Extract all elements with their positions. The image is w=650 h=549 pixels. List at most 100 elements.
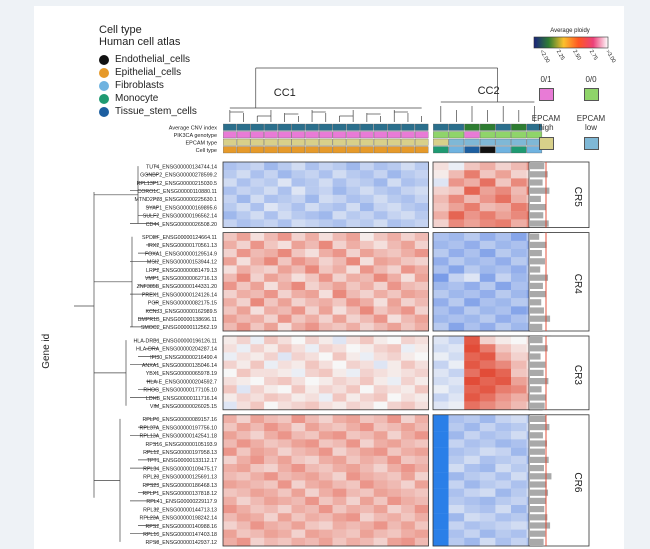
heatmap-cell (414, 513, 429, 522)
annotation-cell (414, 131, 429, 139)
annotation-cell (223, 138, 237, 146)
annotation-cell (401, 131, 415, 139)
heatmap-cell (305, 281, 320, 291)
annotation-cell (387, 131, 401, 139)
heatmap-cell (236, 162, 251, 171)
heatmap-cell (236, 240, 251, 250)
legend-label: Epithelial_cells (115, 67, 182, 78)
heatmap-cell (511, 480, 527, 489)
heatmap-cell (401, 322, 415, 332)
heatmap-cell (511, 203, 527, 212)
heatmap-cell (387, 423, 402, 432)
annotation-cell (414, 146, 429, 154)
heatmap-cell (387, 298, 402, 307)
heatmap-cell (318, 194, 333, 204)
heatmap-cell (291, 306, 306, 315)
heatmap-cell (387, 203, 402, 212)
heatmap-cell (414, 249, 429, 258)
heatmap-cell (464, 431, 480, 440)
heatmap-cell (511, 488, 527, 497)
heatmap-cell (236, 306, 251, 315)
heatmap-cell (387, 360, 402, 369)
annotation-label: PIK3CA genotype (174, 133, 217, 139)
gene-label: PREX1_ENSG00000124126.14 (142, 292, 217, 298)
heatmap-cell (401, 439, 415, 448)
gene-label: ANXA1_ENSG00000135046.14 (142, 363, 217, 369)
heatmap-cell (360, 472, 374, 481)
heatmap-cell (346, 472, 361, 481)
row-bar (529, 315, 551, 322)
annotation-cell (495, 146, 511, 154)
heatmap-cell (332, 401, 347, 410)
row-cluster-label: CR4 (572, 274, 583, 294)
heatmap-cell (373, 232, 388, 241)
heatmap-cell (401, 240, 415, 250)
heatmap-cell (479, 257, 496, 266)
heatmap-cell (414, 368, 429, 378)
heatmap-cell (318, 336, 333, 345)
heatmap-cell (448, 480, 465, 489)
annotation-cell (346, 123, 360, 131)
heatmap-cell (448, 505, 465, 514)
heatmap-cell (291, 265, 306, 274)
heatmap-cell (433, 431, 449, 440)
heatmap-cell (250, 513, 265, 522)
heatmap-cell (401, 393, 415, 402)
heatmap-cell (236, 211, 251, 220)
heatmap-cell (401, 298, 415, 307)
heatmap-cell (448, 314, 465, 323)
heatmap-cell (373, 513, 388, 522)
heatmap-cell (305, 472, 320, 481)
heatmap-cell (250, 401, 265, 410)
heatmap-cell (250, 170, 265, 179)
heatmap-cell (223, 336, 237, 345)
heatmap-cell (433, 257, 449, 266)
heatmap-cell (495, 344, 512, 353)
heatmap-cell (332, 513, 347, 522)
heatmap-cell (387, 240, 402, 250)
heatmap-cell (318, 290, 333, 299)
heatmap-cell (464, 257, 480, 266)
annotation-cell (236, 146, 251, 154)
heatmap-cell (223, 393, 237, 402)
row-bar (529, 163, 545, 170)
heatmap-cell (236, 521, 251, 530)
gene-label: CD44_ENSG00000026508.20 (146, 222, 217, 228)
heatmap-cell (464, 178, 480, 187)
heatmap-cell (373, 537, 388, 547)
heatmap-cell (264, 513, 278, 522)
heatmap-cell (346, 232, 361, 241)
heatmap-cell (433, 472, 449, 481)
annotation-cell (360, 146, 374, 154)
heatmap-cell (332, 344, 347, 353)
heatmap-cell (495, 537, 512, 547)
heatmap-cell (250, 529, 265, 538)
heatmap-cell (414, 240, 429, 250)
heatmap-cell (236, 336, 251, 345)
heatmap-cell (373, 447, 388, 456)
heatmap-cell (511, 496, 527, 506)
heatmap-cell (264, 203, 278, 212)
heatmap-cell (223, 537, 237, 547)
heatmap-cell (277, 186, 292, 195)
heatmap-cell (464, 249, 480, 258)
legend-item-epithelial: Epithelial_cells (99, 66, 181, 79)
heatmap-cell (236, 455, 251, 465)
heatmap-cell (401, 431, 415, 440)
heatmap-cell (223, 257, 237, 266)
heatmap-cell (495, 322, 512, 332)
genotype-swatch-01 (539, 88, 554, 101)
annotation-cell (433, 123, 449, 131)
heatmap-cell (346, 186, 361, 195)
heatmap-cell (464, 232, 480, 241)
heatmap-cell (464, 455, 480, 465)
heatmap-cell (318, 393, 333, 402)
gene-label: RPS2_ENSG00000140988.16 (145, 524, 217, 530)
heatmap-cell (346, 505, 361, 514)
heatmap-cell (346, 336, 361, 345)
heatmap-cell (223, 385, 237, 394)
heatmap-cell (464, 314, 480, 323)
annotation-cell (250, 138, 264, 146)
heatmap-cell (360, 314, 374, 323)
heatmap-cell (264, 360, 278, 369)
